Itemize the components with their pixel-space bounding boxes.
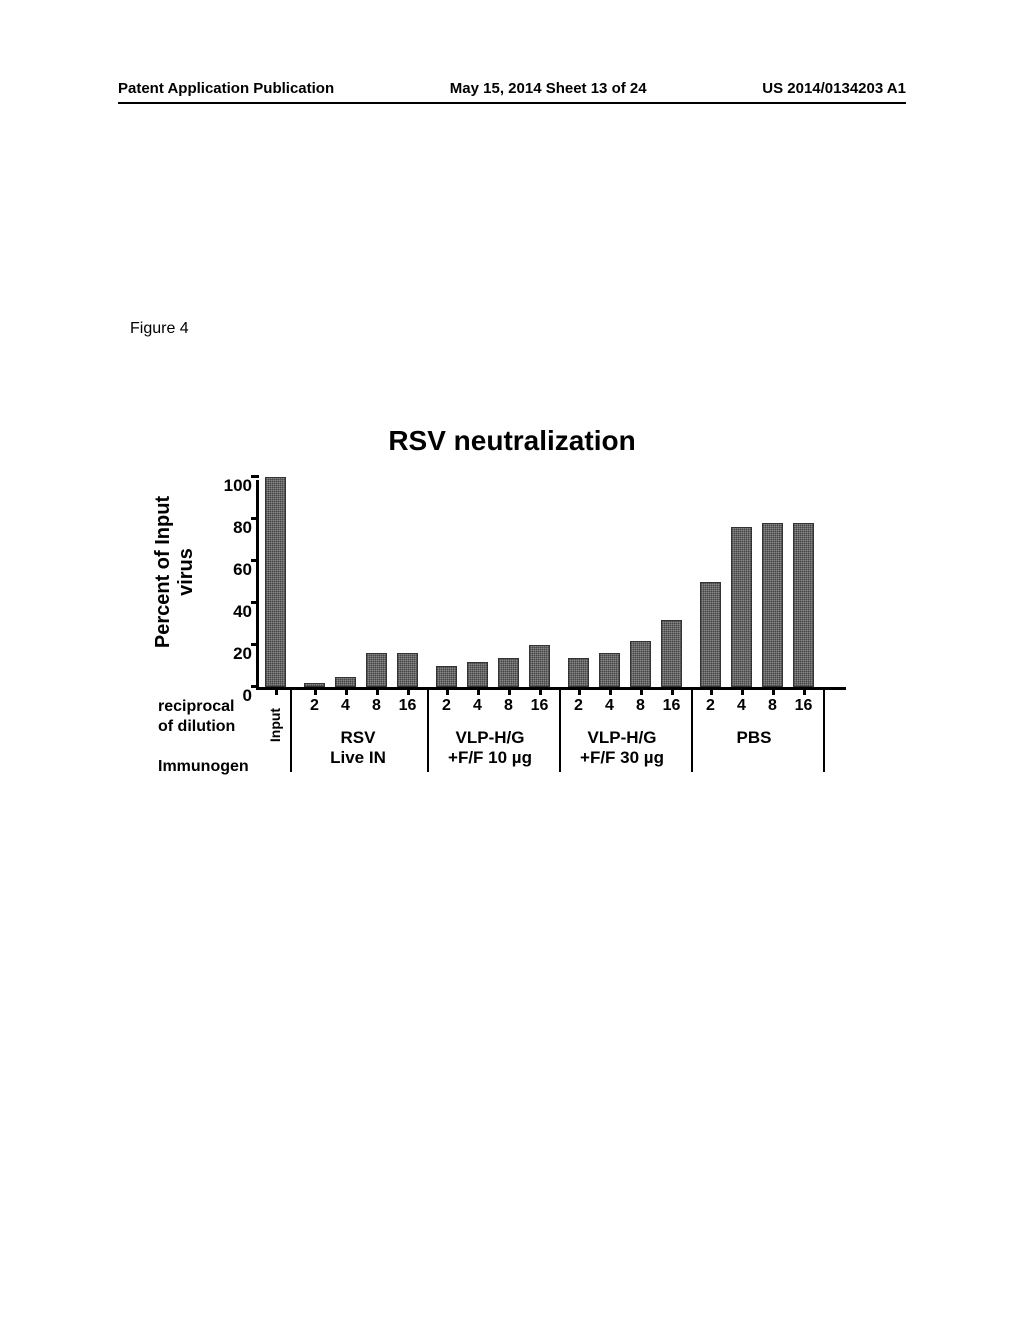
- group-separator: [823, 690, 825, 772]
- x-tick-mark: [609, 687, 612, 695]
- chart-bar: [366, 653, 387, 687]
- header-right: US 2014/0134203 A1: [762, 80, 906, 97]
- patent-header: Patent Application Publication May 15, 2…: [0, 80, 1024, 97]
- chart-bar: [762, 523, 783, 687]
- y-tick-mark: [251, 517, 259, 520]
- x-tick-label: 16: [399, 697, 417, 715]
- chart-bar: [467, 662, 488, 687]
- x-tick-label: 4: [737, 697, 746, 715]
- chart-bar: [661, 620, 682, 687]
- x-tick-label: 16: [531, 697, 549, 715]
- x-tick-mark: [772, 687, 775, 695]
- plot-area: 020406080100Input24816248162481624816: [256, 480, 846, 690]
- row-label-reciprocal: reciprocal: [158, 698, 234, 716]
- x-tick-mark: [376, 687, 379, 695]
- group-label: RSVLive IN: [330, 728, 386, 768]
- y-tick-mark: [251, 685, 259, 688]
- chart-bar: [397, 653, 418, 687]
- chart-bar: [700, 582, 721, 687]
- x-tick-mark: [741, 687, 744, 695]
- group-label: VLP-H/G+F/F 10 µg: [448, 728, 532, 768]
- x-tick-mark: [275, 687, 278, 695]
- chart-bar: [793, 523, 814, 687]
- x-tick-label: 8: [504, 697, 513, 715]
- x-tick-mark: [710, 687, 713, 695]
- group-separator: [691, 690, 693, 772]
- row-label-dilution: of dilution: [158, 718, 235, 736]
- y-axis-label-line2: virus: [175, 482, 198, 662]
- x-tick-mark: [578, 687, 581, 695]
- y-tick-label: 80: [214, 518, 252, 538]
- x-tick-label: 4: [605, 697, 614, 715]
- header-center: May 15, 2014 Sheet 13 of 24: [450, 80, 647, 97]
- x-tick-label: 16: [663, 697, 681, 715]
- y-tick-mark: [251, 601, 259, 604]
- figure-label: Figure 4: [130, 320, 189, 338]
- chart-bar: [568, 658, 589, 687]
- x-tick-label: 8: [372, 697, 381, 715]
- group-separator: [290, 690, 292, 772]
- x-tick-mark: [671, 687, 674, 695]
- y-tick-mark: [251, 559, 259, 562]
- chart-bar: [265, 477, 286, 687]
- x-tick-mark: [446, 687, 449, 695]
- chart-bar: [630, 641, 651, 687]
- y-tick-mark: [251, 643, 259, 646]
- y-tick-label: 100: [214, 476, 252, 496]
- x-tick-label: 16: [795, 697, 813, 715]
- x-tick-mark: [539, 687, 542, 695]
- y-tick-label: 60: [214, 560, 252, 580]
- chart-bar: [498, 658, 519, 687]
- x-tick-label: 2: [706, 697, 715, 715]
- header-rule: [118, 102, 906, 104]
- group-separator: [427, 690, 429, 772]
- x-tick-mark: [314, 687, 317, 695]
- x-tick-mark: [803, 687, 806, 695]
- chart-bar: [529, 645, 550, 687]
- chart-bar: [599, 653, 620, 687]
- y-tick-label: 40: [214, 602, 252, 622]
- y-axis-label-line1: Percent of Input: [152, 496, 174, 648]
- x-tick-mark: [477, 687, 480, 695]
- x-tick-label: 8: [636, 697, 645, 715]
- x-tick-label: 2: [442, 697, 451, 715]
- input-bar-label: Input: [267, 708, 283, 742]
- group-label: VLP-H/G+F/F 30 µg: [580, 728, 664, 768]
- bar-chart: Percent of Input virus 020406080100Input…: [158, 480, 878, 810]
- chart-bar: [731, 527, 752, 687]
- x-tick-label: 8: [768, 697, 777, 715]
- x-tick-label: 2: [574, 697, 583, 715]
- chart-bar: [335, 677, 356, 688]
- chart-title: RSV neutralization: [0, 425, 1024, 457]
- row-label-immunogen: Immunogen: [158, 758, 249, 776]
- x-tick-mark: [640, 687, 643, 695]
- chart-bar: [436, 666, 457, 687]
- x-tick-mark: [508, 687, 511, 695]
- y-axis-label: Percent of Input virus: [152, 482, 198, 662]
- x-tick-mark: [345, 687, 348, 695]
- x-tick-mark: [407, 687, 410, 695]
- group-label: PBS: [737, 728, 772, 748]
- group-separator: [559, 690, 561, 772]
- header-left: Patent Application Publication: [118, 80, 334, 97]
- x-tick-label: 2: [310, 697, 319, 715]
- x-tick-label: 4: [341, 697, 350, 715]
- y-tick-mark: [251, 475, 259, 478]
- x-tick-label: 4: [473, 697, 482, 715]
- y-tick-label: 20: [214, 644, 252, 664]
